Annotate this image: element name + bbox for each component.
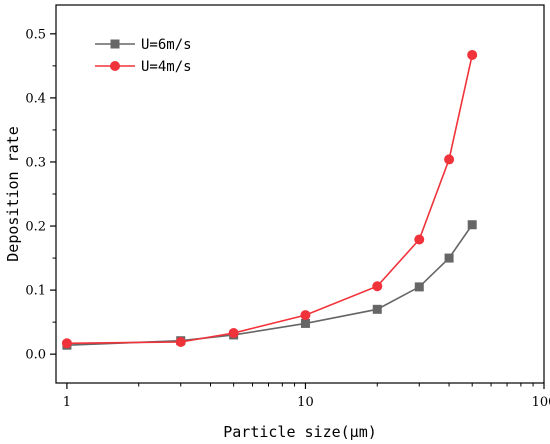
data-point-square — [468, 220, 477, 229]
y-tick-label: 0.3 — [25, 155, 46, 170]
legend-marker-square — [111, 40, 120, 49]
series-line — [67, 225, 472, 345]
data-point-circle — [229, 328, 239, 338]
axis-ticks: 1 10 100 0.0 0.1 0.2 0.3 0.4 0.5 — [25, 27, 550, 410]
data-point-square — [415, 282, 424, 291]
legend: U=6m/s U=4m/s — [95, 37, 192, 75]
data-point-circle — [62, 338, 72, 348]
data-point-square — [301, 319, 310, 328]
data-point-square — [445, 254, 454, 263]
data-point-square — [373, 305, 382, 314]
data-point-circle — [414, 234, 424, 244]
data-point-circle — [176, 337, 186, 347]
series-2 — [62, 50, 477, 348]
data-point-circle — [300, 310, 310, 320]
legend-label: U=6m/s — [141, 37, 192, 53]
data-point-circle — [467, 50, 477, 60]
y-tick-label: 0.0 — [25, 348, 46, 363]
x-tick-label: 100 — [532, 395, 550, 410]
y-tick-label: 0.2 — [25, 220, 46, 235]
x-axis-title: Particle size(μm) — [223, 423, 377, 441]
y-tick-label: 0.5 — [25, 27, 46, 42]
data-point-circle — [444, 154, 454, 164]
y-axis-title: Deposition rate — [4, 126, 22, 261]
y-tick-label: 0.4 — [25, 91, 46, 106]
legend-label: U=4m/s — [141, 59, 192, 75]
data-point-circle — [372, 281, 382, 291]
series-line — [67, 55, 472, 343]
series-layer — [62, 50, 477, 350]
x-tick-label: 10 — [297, 395, 314, 410]
legend-marker-circle — [110, 61, 120, 71]
x-tick-label: 1 — [63, 395, 71, 410]
y-tick-label: 0.1 — [25, 284, 46, 299]
